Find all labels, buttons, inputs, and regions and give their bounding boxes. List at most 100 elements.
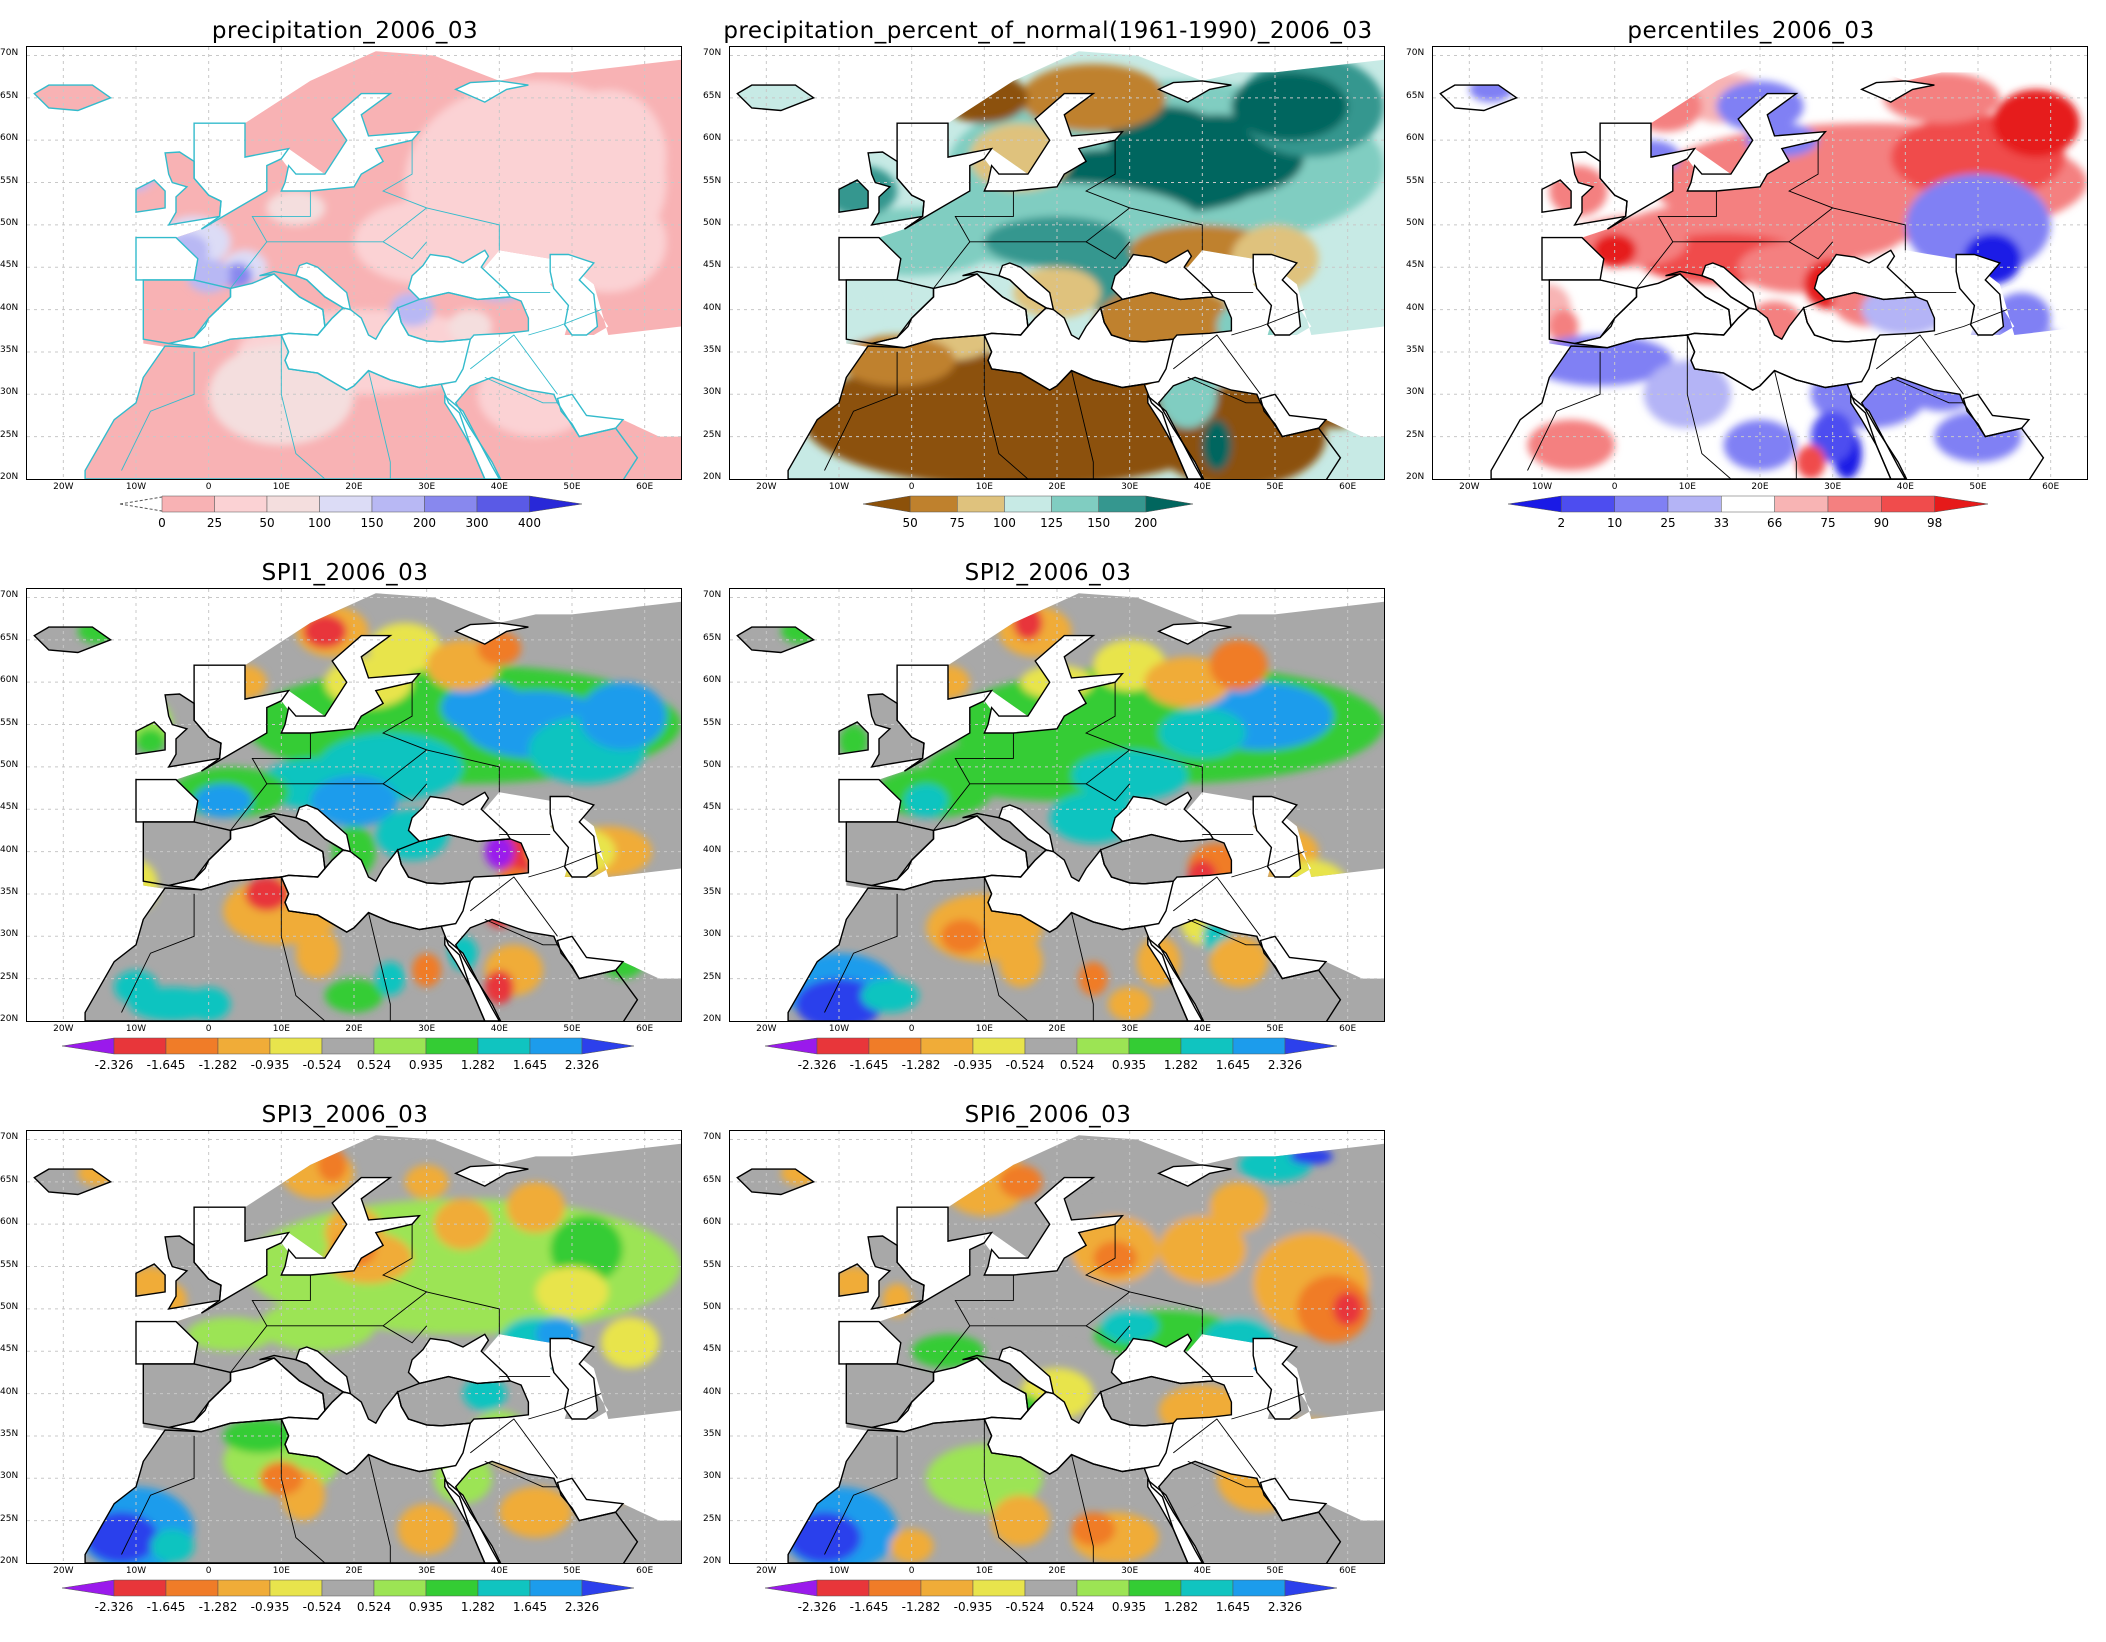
colorbar-label: 75	[1820, 516, 1836, 530]
lat-tick-label: 55N	[0, 1259, 19, 1270]
colorbar-label: 66	[1767, 516, 1783, 530]
lat-tick-label: 20N	[1406, 472, 1425, 482]
colorbar-swatch	[1827, 495, 1882, 513]
lat-tick-label: 50N	[703, 1301, 722, 1312]
colorbar-swatch	[165, 1037, 219, 1055]
panel-title: precipitation_2006_03	[211, 18, 479, 44]
lon-tick-label: 50E	[1266, 1566, 1284, 1576]
lat-tick-label: 20N	[703, 472, 722, 482]
colorbar-label: -0.524	[302, 1600, 342, 1614]
colorbar-label: 1.645	[512, 1058, 548, 1072]
colorbar-swatch	[214, 495, 268, 513]
lon-tick-label: 0	[908, 1566, 915, 1576]
lat-tick-label: 55N	[1406, 175, 1425, 186]
map-canvas	[1433, 47, 2087, 479]
lon-tick-label: 20E	[1751, 482, 1769, 492]
colorbar-label: 0.524	[1059, 1058, 1095, 1072]
lat-tick-label: 45N	[1406, 260, 1425, 271]
lat-tick-label: 40N	[0, 302, 19, 313]
colorbar-swatch	[1024, 1037, 1078, 1055]
colorbar-swatch	[1180, 1037, 1234, 1055]
lon-tick-label: 10W	[125, 1566, 147, 1576]
colorbar-swatch	[764, 1579, 818, 1597]
colorbar-label: 2.326	[564, 1058, 600, 1072]
colorbar-label: 2.326	[1267, 1058, 1303, 1072]
map-frame	[729, 46, 1385, 480]
lat-tick-label: 35N	[703, 344, 722, 355]
lat-tick-label: 60N	[703, 133, 722, 144]
colorbar-swatch	[816, 1579, 870, 1597]
lat-tick-label: 65N	[0, 1174, 19, 1185]
colorbar-swatch	[1051, 495, 1099, 513]
lat-tick-label: 65N	[703, 90, 722, 101]
lon-tick-label: 30E	[418, 482, 436, 492]
lat-tick-label: 35N	[0, 886, 19, 897]
colorbar-swatch	[1004, 495, 1052, 513]
lat-tick-label: 45N	[703, 802, 722, 813]
colorbar-swatch	[61, 1037, 115, 1055]
colorbar-label: 2.326	[1267, 1600, 1303, 1614]
lat-tick-label: 30N	[0, 929, 19, 940]
lon-tick-label: 10E	[272, 1024, 290, 1034]
panel-spi6: SPI6_2006_03 -2.326 -1.645 -1.282 -0.935 -0.…	[703, 1102, 1393, 1642]
colorbar-label: 400	[518, 516, 541, 530]
panel-spi2: SPI2_2006_03 -2.326 -1.645 -1.282 -0.935 -0.…	[703, 560, 1393, 1100]
colorbar-label: 125	[1040, 516, 1064, 530]
colorbar-swatch	[1098, 495, 1147, 513]
colorbar-label: -1.282	[198, 1600, 238, 1614]
colorbar-swatches	[61, 1579, 635, 1597]
lon-tick-label: 20E	[345, 1566, 363, 1576]
colorbar-label: 2	[1557, 516, 1566, 530]
colorbar-swatch	[1232, 1579, 1286, 1597]
lat-tick-label: 50N	[1406, 217, 1425, 228]
colorbar-label: 300	[465, 516, 489, 530]
map-frame	[729, 588, 1385, 1022]
lat-tick-label: 65N	[703, 632, 722, 643]
map-canvas	[730, 1131, 1384, 1563]
colorbar-swatch	[113, 1037, 167, 1055]
lon-tick-label: 60E	[1339, 1566, 1357, 1576]
lon-tick-label: 40E	[1193, 1566, 1211, 1576]
lon-tick-label: 10E	[1678, 482, 1696, 492]
lat-tick-label: 55N	[0, 717, 19, 728]
lat-tick-label: 25N	[0, 971, 19, 982]
colorbar-swatch	[1507, 495, 1562, 513]
map-frame	[1432, 46, 2088, 480]
lon-tick-label: 20E	[1048, 1024, 1066, 1034]
lon-tick-label: 10E	[272, 1566, 290, 1576]
panel-spi1: SPI1_2006_03 -2.326 -1.645 -1.282 -0.935 -0.…	[0, 560, 690, 1100]
lat-tick-label: 55N	[703, 717, 722, 728]
colorbar-swatch	[1128, 1579, 1182, 1597]
colorbar-label: -2.326	[94, 1058, 134, 1072]
colorbar-swatch	[1934, 495, 1989, 513]
lon-tick-label: 0	[1611, 482, 1618, 492]
colorbar-swatch	[764, 1037, 818, 1055]
colorbar-swatch	[816, 1037, 870, 1055]
colorbar-label: -1.645	[849, 1058, 889, 1072]
colorbar-swatch	[1024, 1579, 1078, 1597]
panel-title: precipitation_percent_of_normal(1961-199…	[723, 18, 1373, 44]
lon-tick-label: 60E	[1339, 482, 1357, 492]
colorbar-swatch	[1128, 1037, 1182, 1055]
panel-percent-of-normal: precipitation_percent_of_normal(1961-199…	[703, 18, 1393, 558]
colorbar-label: -1.282	[901, 1600, 941, 1614]
lat-tick-label: 25N	[703, 971, 722, 982]
lat-tick-label: 60N	[1406, 133, 1425, 144]
lat-tick-label: 20N	[0, 1014, 19, 1024]
panel-title: SPI6_2006_03	[964, 1102, 1132, 1128]
colorbar-label: -0.935	[250, 1600, 290, 1614]
colorbar-swatch	[1561, 495, 1615, 513]
lat-tick-label: 70N	[703, 48, 722, 59]
lon-tick-label: 10W	[828, 1024, 850, 1034]
colorbar-label: 0	[158, 516, 166, 530]
colorbar-swatches	[1507, 495, 1989, 513]
lon-tick-label: 50E	[1266, 1024, 1284, 1034]
lat-tick-label: 60N	[0, 133, 19, 144]
colorbar-swatch	[1774, 495, 1829, 513]
colorbar-label: 0.524	[1059, 1600, 1095, 1614]
lon-tick-label: 10W	[828, 482, 850, 492]
lon-tick-label: 40E	[1193, 1024, 1211, 1034]
colorbar-label: 0.524	[356, 1058, 392, 1072]
colorbar-label: 0.524	[356, 1600, 392, 1614]
lat-tick-label: 60N	[703, 675, 722, 686]
